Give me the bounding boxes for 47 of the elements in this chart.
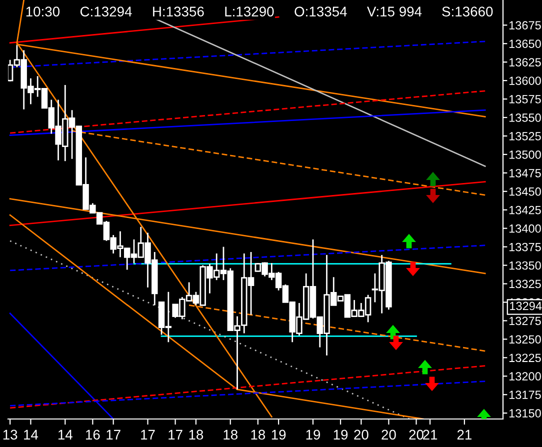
y-tick-label: 13625 xyxy=(509,58,541,66)
annotation: V:15 994 xyxy=(367,6,422,16)
y-tick-label: 13225 xyxy=(509,354,541,362)
x-tick-label: 21 xyxy=(423,430,438,440)
y-tick-label: 13450 xyxy=(509,187,541,196)
x-tick-label: 17 xyxy=(106,430,120,440)
y-tick-label: 13475 xyxy=(509,168,541,178)
x-tick-label: 20 xyxy=(354,430,368,440)
y-tick-label: 13425 xyxy=(509,206,541,214)
y-tick-label: 13600 xyxy=(509,76,541,85)
y-tick-label: 13575 xyxy=(509,95,541,104)
y-tick-label: 13550 xyxy=(509,114,541,122)
y-tick-label: 13250 xyxy=(509,335,541,344)
y-tick-label: 13650 xyxy=(509,40,541,48)
y-tick-label: 13200 xyxy=(509,372,541,381)
y-tick-label: 13525 xyxy=(509,132,541,140)
y-tick-label: 13400 xyxy=(509,224,541,233)
x-tick-label: 13 xyxy=(3,430,18,440)
y-tick-label: 13275 xyxy=(509,316,541,326)
annotation: C:13294 xyxy=(80,6,132,16)
y-tick-label: 13325 xyxy=(509,280,541,288)
y-tick-label: 13375 xyxy=(509,242,541,252)
x-tick-label: 19 xyxy=(272,430,286,440)
x-tick-label: 17 xyxy=(141,430,155,440)
annotation: H:13356 xyxy=(153,6,204,16)
y-tick-label: 13150 xyxy=(509,409,541,418)
y-tick-label: 13350 xyxy=(509,261,541,270)
y-tick-label: 13675 xyxy=(509,21,541,30)
text: 13294 xyxy=(510,302,542,310)
annotation: O:13354 xyxy=(294,6,347,16)
x-tick-label: 18 xyxy=(224,430,238,440)
x-tick-label: 16 xyxy=(86,430,100,440)
x-tick-label: 19 xyxy=(334,430,348,440)
x-tick-label: 17 xyxy=(168,430,182,440)
x-tick-label: 14 xyxy=(24,430,38,440)
x-tick-label: 21 xyxy=(457,430,472,440)
x-tick-label: 14 xyxy=(58,430,72,440)
annotation: 10:30 xyxy=(26,6,60,16)
y-tick-label: 13175 xyxy=(509,390,541,400)
x-tick-label: 19 xyxy=(306,430,320,440)
y-tick-label: 13500 xyxy=(509,150,541,159)
annotation: L:13290 xyxy=(225,6,274,16)
x-tick-label: 20 xyxy=(382,430,396,440)
x-tick-label: 20 xyxy=(409,430,424,440)
x-tick-label: 18 xyxy=(251,430,266,440)
annotation: S:13660 xyxy=(442,6,493,16)
x-tick-label: 18 xyxy=(189,430,204,440)
